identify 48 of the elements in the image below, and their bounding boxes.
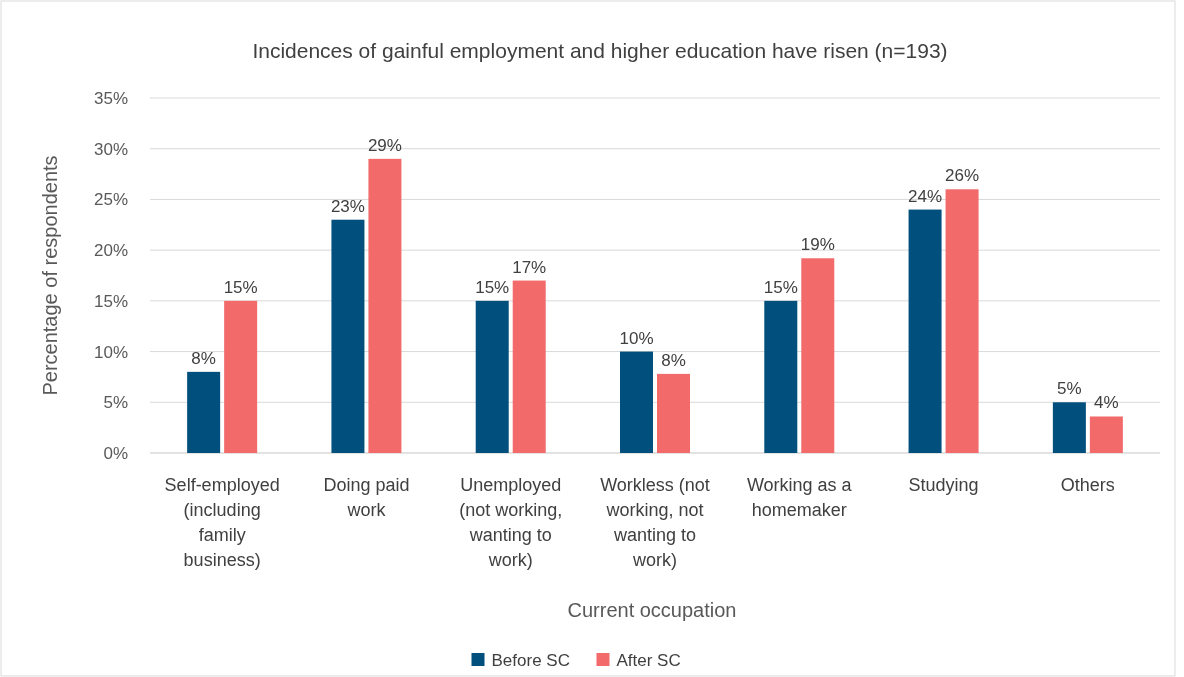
data-label: 17% <box>512 257 547 277</box>
bar <box>620 351 653 453</box>
x-tick-label: Workless (not working, not wanting to work) <box>600 475 710 570</box>
bar <box>908 209 942 453</box>
y-tick-label: 15% <box>93 291 128 311</box>
legend-label: After SC <box>616 651 681 670</box>
data-label: 8% <box>191 348 216 368</box>
data-label: 15% <box>475 277 510 297</box>
y-tick-label: 5% <box>103 393 128 413</box>
bar <box>187 371 221 453</box>
x-tick-label: Doing paid work <box>323 475 410 520</box>
data-label: 29% <box>367 135 402 155</box>
bar <box>764 300 798 453</box>
y-axis-title: Percentage of respondents <box>39 155 61 396</box>
x-tick-label: Unemployed (not working, wanting to work) <box>459 475 563 570</box>
x-tick-label: Working as a homemaker <box>746 475 853 520</box>
bar <box>331 219 365 453</box>
x-axis-title: Current occupation <box>567 599 737 621</box>
y-tick-label: 30% <box>93 139 128 159</box>
y-tick-label: 20% <box>93 241 128 261</box>
data-label: 4% <box>1094 393 1119 413</box>
data-label: 5% <box>1057 379 1082 399</box>
bar <box>1089 416 1123 453</box>
bar <box>512 280 546 453</box>
y-tick-label: 10% <box>93 342 128 362</box>
data-label: 15% <box>763 277 798 297</box>
x-tick-label: Studying <box>908 475 979 495</box>
y-tick-label: 35% <box>93 89 128 108</box>
data-label: 24% <box>908 186 943 206</box>
data-label: 26% <box>945 166 980 186</box>
bar <box>945 189 979 453</box>
bar <box>224 300 258 453</box>
x-tick-label: Self-employed (including family business) <box>164 475 280 570</box>
chart-title: Incidences of gainful employment and higher education have risen (n=193) <box>252 39 948 62</box>
x-tick-label: Others <box>1060 475 1115 495</box>
y-tick-label: 25% <box>93 190 128 210</box>
bar <box>368 158 402 453</box>
data-label: 23% <box>330 196 365 216</box>
bar <box>801 258 835 453</box>
data-label: 8% <box>661 350 686 370</box>
data-label: 10% <box>619 328 654 348</box>
data-label: 19% <box>800 235 835 255</box>
bar <box>1052 402 1086 453</box>
bar <box>475 300 509 453</box>
legend-label: Before SC <box>491 651 570 670</box>
data-label: 15% <box>223 277 258 297</box>
y-tick-label: 0% <box>103 444 128 463</box>
bar <box>657 373 690 453</box>
